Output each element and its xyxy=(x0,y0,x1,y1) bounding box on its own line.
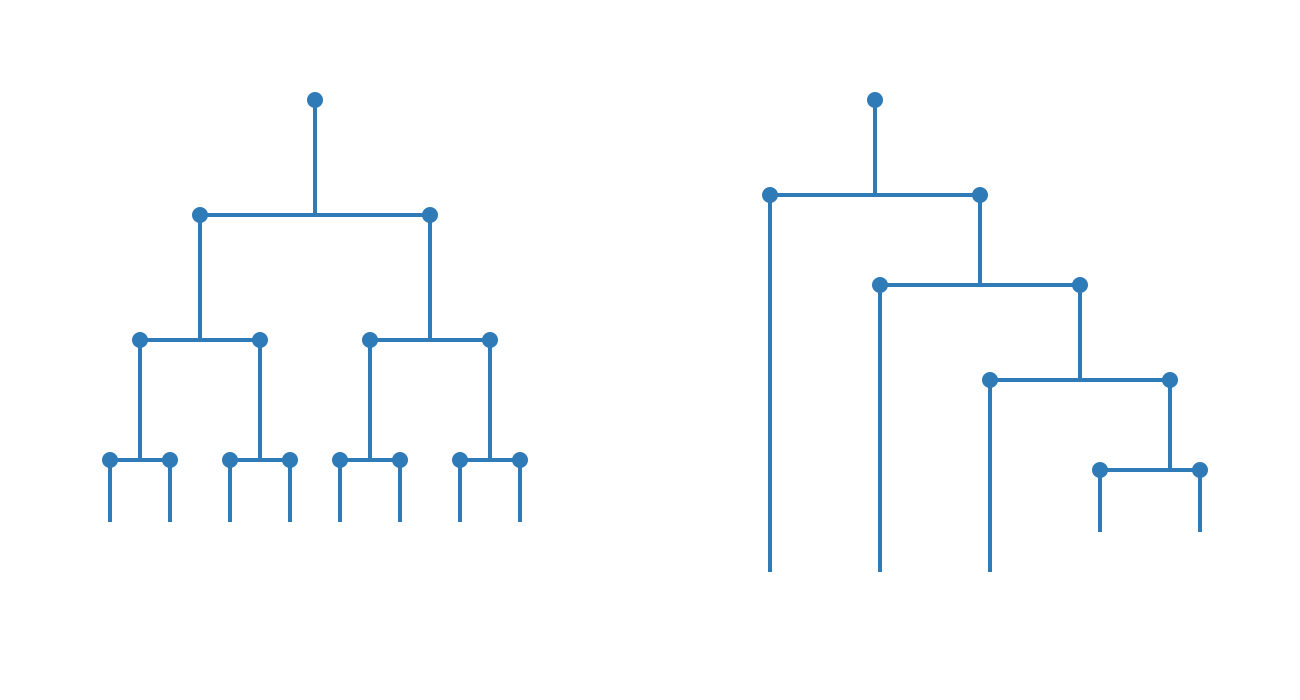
skewed-tree xyxy=(762,92,1208,570)
tree-node xyxy=(362,332,378,348)
tree-node xyxy=(422,207,438,223)
tree-node xyxy=(222,452,238,468)
tree-node xyxy=(512,452,528,468)
balanced-tree xyxy=(102,92,528,520)
tree-node xyxy=(307,92,323,108)
tree-node xyxy=(1162,372,1178,388)
tree-node xyxy=(192,207,208,223)
tree-node xyxy=(282,452,298,468)
tree-node xyxy=(762,187,778,203)
tree-node xyxy=(132,332,148,348)
tree-node xyxy=(452,452,468,468)
tree-diagram xyxy=(0,0,1300,700)
tree-node xyxy=(1072,277,1088,293)
tree-node xyxy=(102,452,118,468)
tree-node xyxy=(252,332,268,348)
tree-node xyxy=(332,452,348,468)
tree-node xyxy=(1092,462,1108,478)
tree-node xyxy=(867,92,883,108)
tree-node xyxy=(392,452,408,468)
tree-node xyxy=(982,372,998,388)
tree-node xyxy=(872,277,888,293)
tree-node xyxy=(162,452,178,468)
tree-node xyxy=(1192,462,1208,478)
tree-node xyxy=(482,332,498,348)
tree-node xyxy=(972,187,988,203)
